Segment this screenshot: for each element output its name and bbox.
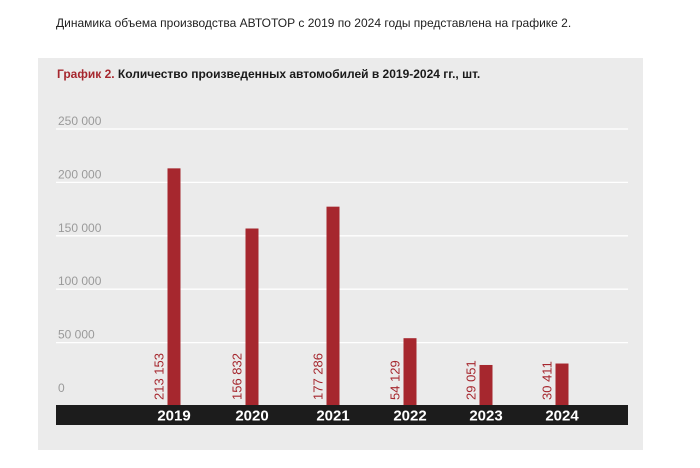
bar [403,338,417,405]
bar [555,363,569,405]
y-tick-label: 50 000 [58,328,95,342]
value-label: 54 129 [388,360,403,400]
y-tick-label: 200 000 [58,167,102,181]
chart-panel [38,58,643,450]
bar [167,168,181,405]
x-tick-label: 2019 [157,408,190,425]
chart-title: График 2. Количество произведенных автом… [57,66,480,82]
y-tick-label: 100 000 [58,274,102,288]
x-tick-label: 2023 [469,408,502,425]
x-tick-label: 2024 [545,408,579,425]
intro-text: Динамика объема производства АВТОТОР с 2… [56,16,572,30]
bar [479,364,493,405]
value-label: 213 153 [152,353,167,400]
chart-title-text: Количество произведенных автомобилей в 2… [117,67,481,81]
value-label: 29 051 [464,360,479,400]
value-label: 30 411 [540,361,555,400]
bar [326,206,340,405]
value-label: 156 832 [230,353,245,400]
y-tick-label: 150 000 [58,221,102,235]
y-tick-label: 250 000 [58,114,102,128]
x-axis-band [56,405,628,425]
chart-title-prefix: График 2. [57,67,115,81]
x-tick-label: 2020 [235,408,268,425]
y-tick-label: 0 [58,381,65,395]
x-tick-label: 2022 [393,408,426,425]
bar [245,228,259,405]
x-tick-label: 2021 [316,408,349,425]
value-label: 177 286 [311,353,326,400]
